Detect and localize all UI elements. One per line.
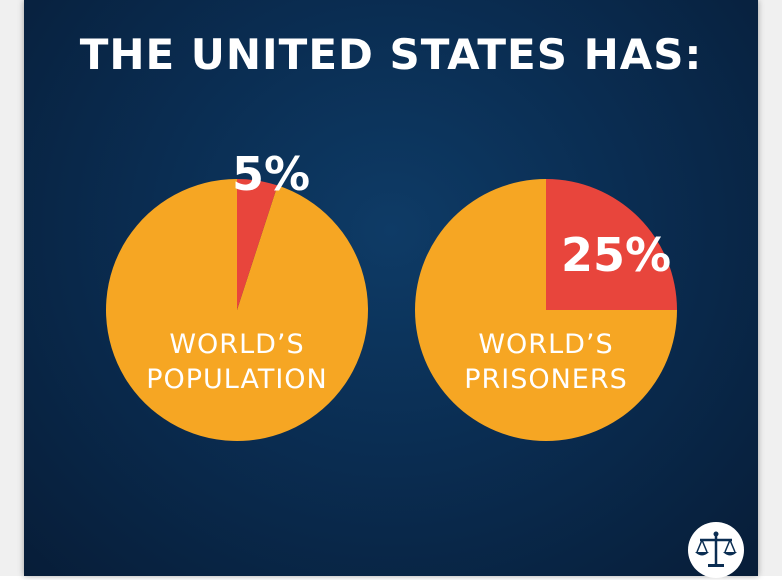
pie-slice-us-prisoners <box>546 179 677 310</box>
scales-of-justice-icon <box>688 522 744 578</box>
pie-charts: WORLD’S POPULATION 5% WORLD’S PRISONERS 25% <box>105 147 677 441</box>
infographic-title: THE UNITED STATES HAS: <box>79 30 703 79</box>
pie-label-prisoners-line-2: PRISONERS <box>464 364 628 395</box>
pie-chart-population: WORLD’S POPULATION 5% <box>105 147 368 441</box>
pie-label-population-line-2: POPULATION <box>146 364 328 395</box>
pie-slice-rest-population <box>105 179 368 441</box>
infographic-panel: THE UNITED STATES HAS: WORLD’S POPULATION… <box>24 0 758 578</box>
pie-chart-prisoners: WORLD’S PRISONERS 25% <box>415 179 677 441</box>
pie-label-population-line-1: WORLD’S <box>169 329 304 360</box>
pie-slice-us-population <box>237 179 278 310</box>
pie-value-label-prisoners: 25% <box>561 228 671 282</box>
pie-value-label-population: 5% <box>232 147 310 201</box>
pie-label-prisoners-line-1: WORLD’S <box>478 329 613 360</box>
